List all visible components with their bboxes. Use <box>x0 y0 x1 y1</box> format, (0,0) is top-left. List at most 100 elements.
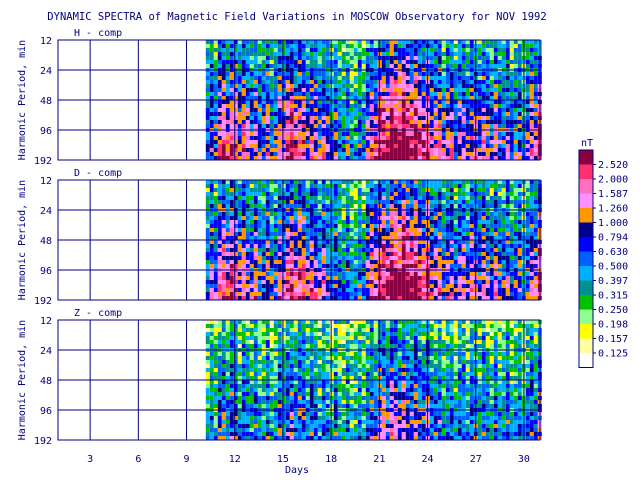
heatmap-cell <box>489 64 494 68</box>
heatmap-cell <box>445 44 450 48</box>
heatmap-cell <box>361 84 366 88</box>
heatmap-cell <box>409 232 414 236</box>
heatmap-cell <box>421 96 426 100</box>
heatmap-cell <box>477 112 482 116</box>
heatmap-cell <box>449 296 454 300</box>
heatmap-cell <box>349 152 354 156</box>
heatmap-cell <box>457 260 462 264</box>
heatmap-cell <box>341 276 346 280</box>
heatmap-cell <box>213 152 218 156</box>
heatmap-cell <box>481 96 486 100</box>
heatmap-cell <box>365 48 370 52</box>
heatmap-cell <box>325 156 330 160</box>
heatmap-cell <box>437 140 442 144</box>
heatmap-cell <box>373 248 378 252</box>
heatmap-cell <box>281 64 286 68</box>
heatmap-cell <box>293 96 298 100</box>
heatmap-cell <box>449 232 454 236</box>
heatmap-cell <box>301 204 306 208</box>
heatmap-cell <box>369 136 374 140</box>
heatmap-cell <box>229 104 234 108</box>
heatmap-cell <box>313 108 318 112</box>
heatmap-cell <box>533 124 538 128</box>
heatmap-cell <box>285 252 290 256</box>
heatmap-cell <box>409 72 414 76</box>
heatmap-cell <box>453 264 458 268</box>
heatmap-cell <box>441 188 446 192</box>
heatmap-cell <box>325 220 330 224</box>
heatmap-cell <box>349 232 354 236</box>
heatmap-cell <box>329 184 334 188</box>
heatmap-cell <box>209 112 214 116</box>
heatmap-cell <box>469 236 474 240</box>
heatmap-cell <box>385 236 390 240</box>
heatmap-cell <box>469 296 474 300</box>
heatmap-cell <box>385 216 390 220</box>
heatmap-cell <box>373 240 378 244</box>
heatmap-cell <box>281 124 286 128</box>
heatmap-cell <box>465 188 470 192</box>
heatmap-cell <box>465 88 470 92</box>
heatmap-cell <box>213 108 218 112</box>
heatmap-cell <box>361 196 366 200</box>
heatmap-cell <box>429 76 434 80</box>
heatmap-cell <box>233 84 238 88</box>
heatmap-cell <box>341 292 346 296</box>
heatmap-cell <box>401 292 406 296</box>
heatmap-cell <box>433 244 438 248</box>
heatmap-cell <box>421 116 426 120</box>
heatmap-cell <box>441 228 446 232</box>
heatmap-cell <box>393 200 398 204</box>
heatmap-cell <box>337 156 342 160</box>
heatmap-cell <box>249 56 254 60</box>
heatmap-cell <box>385 124 390 128</box>
heatmap-cell <box>445 264 450 268</box>
heatmap-cell <box>237 48 242 52</box>
heatmap-cell <box>205 52 210 56</box>
heatmap-cell <box>497 272 502 276</box>
heatmap-cell <box>213 156 218 160</box>
heatmap-cell <box>273 192 278 196</box>
heatmap-cell <box>261 212 266 216</box>
heatmap-cell <box>513 256 518 260</box>
heatmap-cell <box>449 252 454 256</box>
heatmap-cell <box>389 288 394 292</box>
heatmap-cell <box>213 120 218 124</box>
heatmap-cell <box>517 272 522 276</box>
heatmap-cell <box>501 144 506 148</box>
heatmap-cell <box>361 132 366 136</box>
heatmap-cell <box>365 192 370 196</box>
heatmap-cell <box>497 284 502 288</box>
heatmap-cell <box>401 256 406 260</box>
heatmap-cell <box>353 44 358 48</box>
heatmap-cell <box>281 152 286 156</box>
heatmap-cell <box>493 148 498 152</box>
heatmap-cell <box>289 144 294 148</box>
heatmap-cell <box>429 104 434 108</box>
heatmap-cell <box>297 48 302 52</box>
heatmap-cell <box>309 132 314 136</box>
heatmap-cell <box>405 196 410 200</box>
heatmap-cell <box>321 252 326 256</box>
heatmap-cell <box>229 248 234 252</box>
heatmap-cell <box>273 92 278 96</box>
heatmap-cell <box>453 44 458 48</box>
heatmap-cell <box>385 76 390 80</box>
heatmap-cell <box>225 136 230 140</box>
heatmap-cell <box>381 44 386 48</box>
heatmap-cell <box>245 56 250 60</box>
heatmap-cell <box>261 120 266 124</box>
heatmap-cell <box>241 48 246 52</box>
heatmap-cell <box>401 240 406 244</box>
heatmap-cell <box>249 124 254 128</box>
heatmap-cell <box>409 100 414 104</box>
heatmap-cell <box>445 148 450 152</box>
heatmap-cell <box>409 76 414 80</box>
heatmap-cell <box>297 132 302 136</box>
heatmap-cell <box>481 100 486 104</box>
heatmap-cell <box>389 96 394 100</box>
heatmap-cell <box>237 60 242 64</box>
heatmap-cell <box>433 196 438 200</box>
heatmap-cell <box>221 204 226 208</box>
heatmap-cell <box>489 144 494 148</box>
